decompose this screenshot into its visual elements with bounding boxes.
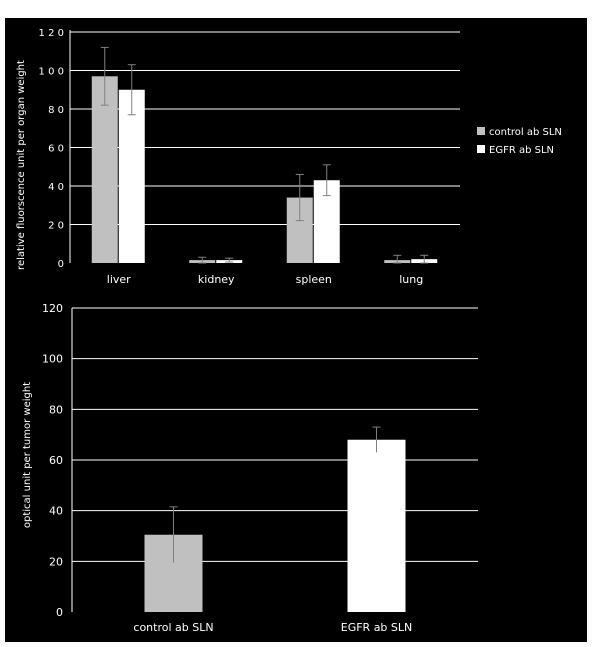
chart-tumor-y-tick-label: 60 (49, 454, 63, 467)
chart-organ-y-tick-label: 1 0 0 (39, 67, 64, 78)
chart-organ-y-axis-label: relative fluorscence unit per organ weig… (16, 60, 27, 270)
chart-organ-y-tick-label: 0 (58, 259, 64, 270)
chart-organ-x-tick-label: kidney (198, 273, 235, 286)
bar-liver-control-ab-sln (91, 76, 118, 264)
legend-label-egfr-ab-sln: EGFR ab SLN (489, 145, 554, 156)
bar-egfr-ab-sln (347, 439, 406, 612)
chart-tumor: 0 20 40 60 80 100 120 control ab SLN EGFR ab SL… (5, 292, 587, 642)
chart-organ-legend: control ab SLN EGFR ab SLN (477, 127, 562, 156)
chart-tumor-y-tick-label: 80 (49, 403, 63, 416)
chart-tumor-x-tick-label: control ab SLN (133, 621, 213, 634)
chart-tumor-x-tick-label: EGFR ab SLN (341, 621, 413, 634)
chart-organ-y-tick-label: 1 2 0 (39, 28, 64, 39)
chart-tumor-y-ticks: 0 20 40 60 80 100 120 (42, 302, 63, 619)
chart-tumor-y-axis-label: optical unit per tumor weight (22, 382, 33, 528)
bar-liver-egfr-ab-sln (118, 89, 145, 263)
chart-tumor-y-tick-label: 40 (49, 505, 63, 518)
chart-tumor-y-tick-label: 20 (49, 555, 63, 568)
chart-organ-y-ticks: 0 2 0 4 0 6 0 8 0 1 0 0 1 2 0 (39, 28, 64, 270)
chart-organ-bars (91, 46, 438, 264)
chart-organ-x-ticks: liver kidney spleen lung (107, 273, 423, 286)
legend-swatch-egfr-ab-sln (477, 145, 485, 153)
chart-organ-x-tick-label: liver (107, 273, 131, 286)
chart-organ-y-tick-label: 4 0 (48, 182, 64, 193)
chart-tumor-x-ticks: control ab SLN EGFR ab SLN (133, 621, 412, 634)
chart-tumor-y-tick-label: 100 (42, 353, 63, 366)
chart-tumor-background (5, 292, 587, 642)
chart-tumor-grid (71, 307, 478, 612)
chart-organ-distribution: 0 2 0 4 0 6 0 8 0 1 0 0 1 2 0 liver kidney splee… (5, 18, 587, 292)
chart-organ-x-tick-label: spleen (296, 273, 332, 286)
legend-label-control-ab-sln: control ab SLN (489, 127, 562, 138)
chart-organ-x-tick-label: lung (399, 273, 423, 286)
chart-organ-y-tick-label: 2 0 (48, 221, 64, 232)
chart-organ-y-tick-label: 8 0 (48, 105, 64, 116)
chart-tumor-bars (144, 426, 406, 612)
legend-swatch-control-ab-sln (477, 127, 485, 135)
chart-tumor-y-tick-label: 0 (56, 606, 63, 619)
chart-tumor-y-tick-label: 120 (42, 302, 63, 315)
chart-organ-y-tick-label: 6 0 (48, 144, 64, 155)
